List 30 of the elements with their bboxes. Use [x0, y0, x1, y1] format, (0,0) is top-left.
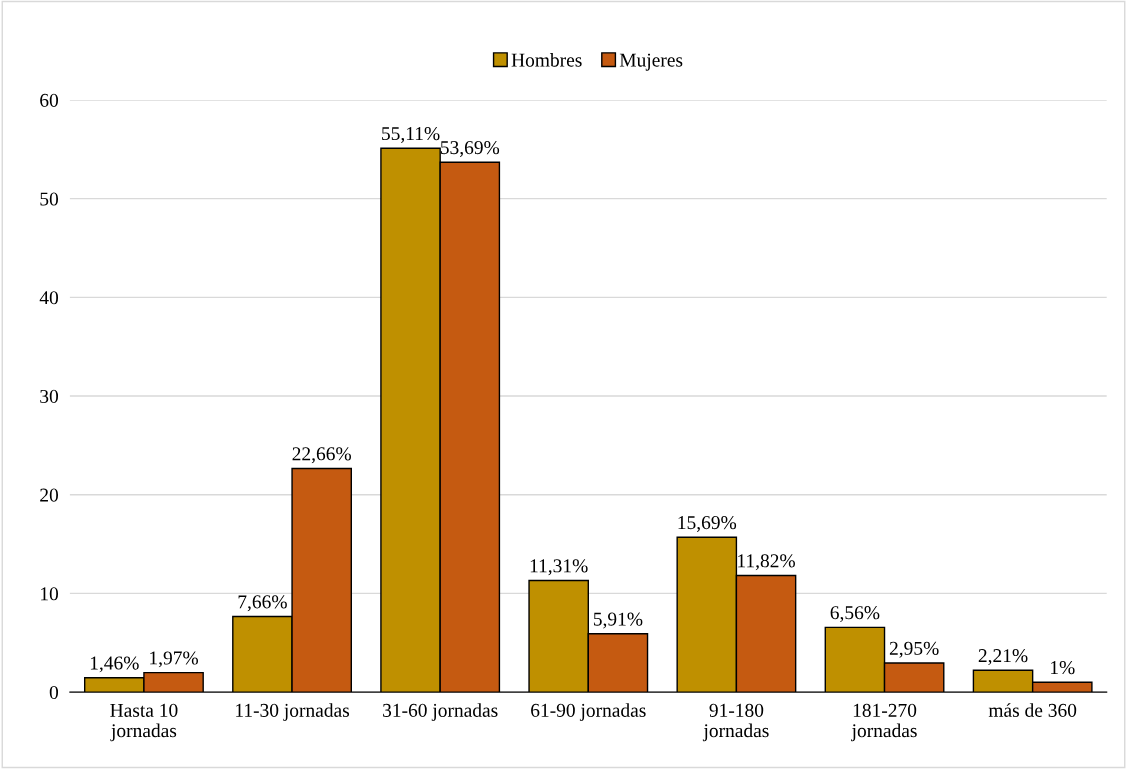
data-label: 1,46%	[90, 656, 139, 673]
x-tick-label: 61-90 jornadas	[531, 703, 646, 721]
data-label: 1,97%	[150, 651, 199, 668]
data-label: 7,66%	[238, 595, 287, 612]
y-tick-label: 10	[41, 587, 59, 601]
x-tick-label: más de 360	[988, 703, 1077, 717]
legend-label: Hombres	[511, 52, 582, 67]
data-label: 53,69%	[440, 141, 500, 157]
y-tick-label: 50	[40, 192, 59, 206]
data-label: 22,66%	[292, 447, 351, 464]
y-tick-label: 60	[40, 93, 59, 107]
data-label: 55,11%	[382, 126, 440, 143]
data-label: 6,56%	[830, 606, 880, 623]
data-label: 11,31%	[530, 559, 588, 576]
y-tick-label: 30	[40, 389, 59, 403]
data-label: 2,95%	[889, 641, 939, 658]
y-tick-label: 0	[49, 685, 59, 700]
data-label: 11,82%	[738, 554, 795, 571]
x-tick-label: 31-60 jornadas	[383, 703, 498, 721]
x-tick-label: 91-180 jornadas	[702, 703, 769, 742]
x-tick-label: Hasta 10 jornadas	[110, 703, 178, 742]
data-label: 15,69%	[678, 516, 737, 532]
x-tick-label: 11-30 jornadas	[236, 703, 350, 721]
y-tick-label: 20	[40, 488, 59, 502]
data-label: 2,21%	[978, 649, 1028, 665]
y-tick-label: 40	[39, 291, 59, 305]
data-label: 5,91%	[593, 612, 643, 629]
legend-label: Mujeres	[619, 53, 683, 71]
x-tick-label: 181-270 jornadas	[851, 703, 917, 742]
data-label: 1%	[1051, 660, 1075, 675]
